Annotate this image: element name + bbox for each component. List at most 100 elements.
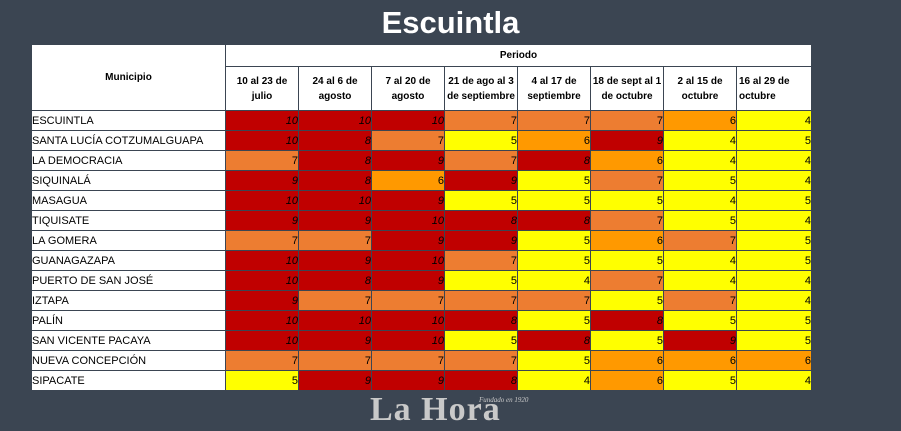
value-cell: 4 bbox=[663, 190, 737, 211]
period-header: 2 al 15 de octubre bbox=[663, 66, 737, 111]
value-cell: 7 bbox=[663, 290, 737, 311]
value-cell: 10 bbox=[225, 310, 299, 331]
value-cell: 10 bbox=[225, 130, 299, 151]
period-header: 7 al 20 de agosto bbox=[371, 66, 445, 111]
value-cell: 9 bbox=[225, 210, 299, 231]
value-cell: 8 bbox=[298, 270, 372, 291]
municipio-name: LA GOMERA bbox=[31, 230, 226, 251]
value-cell: 4 bbox=[736, 270, 812, 291]
value-cell: 9 bbox=[225, 290, 299, 311]
value-cell: 9 bbox=[225, 170, 299, 191]
value-cell: 8 bbox=[444, 210, 518, 231]
value-cell: 7 bbox=[517, 290, 591, 311]
value-cell: 5 bbox=[736, 190, 812, 211]
value-cell: 5 bbox=[736, 130, 812, 151]
value-cell: 10 bbox=[371, 310, 445, 331]
value-cell: 9 bbox=[444, 170, 518, 191]
value-cell: 9 bbox=[663, 330, 737, 351]
value-cell: 5 bbox=[590, 290, 664, 311]
value-cell: 8 bbox=[298, 150, 372, 171]
value-cell: 10 bbox=[225, 330, 299, 351]
value-cell: 5 bbox=[590, 250, 664, 271]
la-hora-logo: La Hora Fundado en 1920 bbox=[360, 391, 550, 431]
value-cell: 6 bbox=[371, 170, 445, 191]
municipio-name: SIPACATE bbox=[31, 370, 226, 391]
table-row: GUANAGAZAPA 10 9 10 7 5 5 4 5 bbox=[31, 250, 812, 271]
value-cell: 5 bbox=[590, 330, 664, 351]
value-cell: 9 bbox=[371, 190, 445, 211]
municipio-name: MASAGUA bbox=[31, 190, 226, 211]
value-cell: 4 bbox=[517, 270, 591, 291]
value-cell: 5 bbox=[517, 170, 591, 191]
value-cell: 4 bbox=[663, 150, 737, 171]
value-cell: 5 bbox=[663, 310, 737, 331]
period-header: 4 al 17 de septiembre bbox=[517, 66, 591, 111]
value-cell: 4 bbox=[736, 110, 812, 131]
table-row: SANTA LUCÍA COTZUMALGUAPA 10 8 7 5 6 9 4 5 bbox=[31, 130, 812, 151]
value-cell: 5 bbox=[663, 210, 737, 231]
value-cell: 5 bbox=[736, 250, 812, 271]
period-header: 18 de sept al 1 de octubre bbox=[590, 66, 664, 111]
value-cell: 10 bbox=[371, 210, 445, 231]
value-cell: 5 bbox=[663, 170, 737, 191]
municipio-name: TIQUISATE bbox=[31, 210, 226, 231]
table-row: SAN VICENTE PACAYA 10 9 10 5 8 5 9 5 bbox=[31, 330, 812, 351]
value-cell: 8 bbox=[444, 310, 518, 331]
value-cell: 6 bbox=[517, 130, 591, 151]
value-cell: 4 bbox=[736, 150, 812, 171]
value-cell: 5 bbox=[590, 190, 664, 211]
value-cell: 7 bbox=[444, 110, 518, 131]
value-cell: 5 bbox=[444, 330, 518, 351]
alert-table: Municipio Periodo 10 al 23 de julio 24 a… bbox=[31, 44, 812, 391]
value-cell: 5 bbox=[663, 370, 737, 391]
page-title: Escuintla bbox=[381, 5, 520, 40]
table-row: PALÍN 10 10 10 8 5 8 5 5 bbox=[31, 310, 812, 331]
value-cell: 7 bbox=[590, 210, 664, 231]
table-row: ESCUINTLA 10 10 10 7 7 7 6 4 bbox=[31, 110, 812, 131]
value-cell: 7 bbox=[371, 290, 445, 311]
value-cell: 8 bbox=[517, 150, 591, 171]
value-cell: 7 bbox=[225, 150, 299, 171]
value-cell: 5 bbox=[736, 310, 812, 331]
value-cell: 6 bbox=[736, 350, 812, 371]
value-cell: 5 bbox=[736, 230, 812, 251]
value-cell: 7 bbox=[590, 110, 664, 131]
value-cell: 4 bbox=[663, 270, 737, 291]
table-row: LA DEMOCRACIA 7 8 9 7 8 6 4 4 bbox=[31, 150, 812, 171]
municipio-header: Municipio bbox=[31, 44, 226, 111]
value-cell: 8 bbox=[298, 130, 372, 151]
value-cell: 5 bbox=[517, 310, 591, 331]
value-cell: 7 bbox=[225, 350, 299, 371]
table-body: ESCUINTLA 10 10 10 7 7 7 6 4 SANTA LUCÍA COTZUMAL… bbox=[31, 110, 812, 391]
value-cell: 4 bbox=[736, 290, 812, 311]
value-cell: 6 bbox=[663, 110, 737, 131]
municipio-name: IZTAPA bbox=[31, 290, 226, 311]
table-row: NUEVA CONCEPCIÓN 7 7 7 7 5 6 6 6 bbox=[31, 350, 812, 371]
value-cell: 5 bbox=[517, 230, 591, 251]
value-cell: 10 bbox=[371, 110, 445, 131]
value-cell: 8 bbox=[298, 170, 372, 191]
value-cell: 5 bbox=[736, 330, 812, 351]
value-cell: 6 bbox=[590, 370, 664, 391]
value-cell: 7 bbox=[444, 150, 518, 171]
value-cell: 5 bbox=[517, 350, 591, 371]
value-cell: 10 bbox=[371, 330, 445, 351]
value-cell: 6 bbox=[590, 350, 664, 371]
value-cell: 5 bbox=[225, 370, 299, 391]
value-cell: 6 bbox=[663, 350, 737, 371]
value-cell: 9 bbox=[444, 230, 518, 251]
table-row: TIQUISATE 9 9 10 8 8 7 5 4 bbox=[31, 210, 812, 231]
logo-wordmark: La Hora bbox=[370, 391, 501, 428]
table-row: MASAGUA 10 10 9 5 5 5 4 5 bbox=[31, 190, 812, 211]
value-cell: 6 bbox=[590, 230, 664, 251]
value-cell: 7 bbox=[444, 290, 518, 311]
value-cell: 7 bbox=[517, 110, 591, 131]
value-cell: 7 bbox=[371, 350, 445, 371]
period-header: 24 al 6 de agosto bbox=[298, 66, 372, 111]
municipio-name: SIQUINALÁ bbox=[31, 170, 226, 191]
value-cell: 4 bbox=[663, 130, 737, 151]
value-cell: 7 bbox=[590, 270, 664, 291]
municipio-name: SANTA LUCÍA COTZUMALGUAPA bbox=[31, 130, 226, 151]
value-cell: 8 bbox=[517, 210, 591, 231]
value-cell: 9 bbox=[371, 370, 445, 391]
